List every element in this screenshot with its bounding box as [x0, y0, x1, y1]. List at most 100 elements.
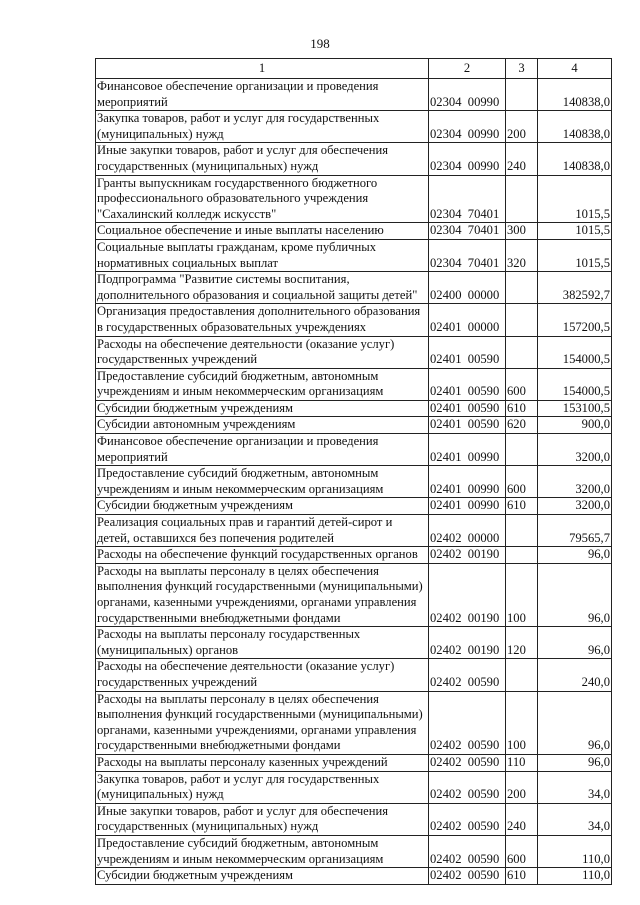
table-row: Расходы на выплаты персоналу в целях обе…	[95, 690, 612, 755]
target-article-code: 02401 00990	[428, 433, 506, 467]
amount: 3200,0	[537, 465, 612, 499]
table-row: Социальные выплаты гражданам, кроме публ…	[95, 238, 612, 273]
expense-type-code: 240	[505, 142, 538, 176]
row-name: Организация предоставления дополнительно…	[95, 303, 429, 337]
expense-type-code: 300	[505, 222, 538, 240]
expense-type-code: 610	[505, 399, 538, 418]
header-col-3: 3	[505, 58, 538, 79]
expense-type-code: 100	[505, 562, 538, 628]
target-article-code: 02304 70401	[428, 222, 506, 240]
row-name: Иные закупки товаров, работ и услуг для …	[95, 142, 429, 176]
row-name: Расходы на выплаты персоналу государстве…	[95, 626, 429, 660]
expense-type-code: 600	[505, 834, 538, 869]
budget-table: 1 2 3 4 Финансовое обеспечение организац…	[95, 58, 612, 885]
target-article-code: 02402 00190	[428, 626, 506, 660]
amount: 157200,5	[537, 303, 612, 337]
target-article-code: 02402 00590	[428, 834, 506, 869]
row-name: Социальные выплаты гражданам, кроме публ…	[95, 238, 429, 273]
expense-type-code: 200	[505, 770, 538, 804]
target-article-code: 02304 00990	[428, 110, 506, 144]
table-row: Расходы на обеспечение деятельности (ока…	[95, 658, 612, 692]
header-col-1: 1	[95, 58, 429, 79]
expense-type-code: 600	[505, 465, 538, 499]
row-name: Социальное обеспечение и иные выплаты на…	[95, 222, 429, 240]
target-article-code: 02304 70401	[428, 238, 506, 273]
table-row: Социальное обеспечение и иные выплаты на…	[95, 222, 612, 240]
amount: 1015,5	[537, 222, 612, 240]
table-row: Предоставление субсидий бюджетным, автон…	[95, 465, 612, 499]
target-article-code: 02304 00990	[428, 77, 506, 112]
table-row: Организация предоставления дополнительно…	[95, 303, 612, 337]
table-row: Закупка товаров, работ и услуг для госуд…	[95, 110, 612, 144]
amount: 154000,5	[537, 335, 612, 369]
amount: 140838,0	[537, 142, 612, 176]
table-row: Подпрограмма "Развитие системы воспитани…	[95, 271, 612, 305]
expense-type-code	[505, 303, 538, 337]
target-article-code: 02401 00590	[428, 399, 506, 418]
table-row: Расходы на выплаты персоналу государстве…	[95, 626, 612, 660]
amount: 96,0	[537, 626, 612, 660]
row-name: Иные закупки товаров, работ и услуг для …	[95, 802, 429, 836]
expense-type-code	[505, 174, 538, 224]
row-name: Закупка товаров, работ и услуг для госуд…	[95, 770, 429, 804]
table-row: Финансовое обеспечение организации и про…	[95, 77, 612, 112]
expense-type-code	[505, 514, 538, 548]
target-article-code: 02402 00590	[428, 658, 506, 692]
target-article-code: 02401 00990	[428, 465, 506, 499]
row-name: Реализация социальных прав и гарантий де…	[95, 514, 429, 548]
amount: 96,0	[537, 753, 612, 772]
table-row: Закупка товаров, работ и услуг для госуд…	[95, 770, 612, 804]
table-row: Субсидии бюджетным учреждениям 02401 0099…	[95, 497, 612, 516]
expense-type-code	[505, 271, 538, 305]
amount: 96,0	[537, 562, 612, 628]
expense-type-code: 600	[505, 367, 538, 401]
row-name: Расходы на обеспечение деятельности (ока…	[95, 658, 429, 692]
amount: 900,0	[537, 416, 612, 435]
row-name: Расходы на обеспечение деятельности (ока…	[95, 335, 429, 369]
amount: 140838,0	[537, 77, 612, 112]
expense-type-code	[505, 77, 538, 112]
row-name: Субсидии бюджетным учреждениям	[95, 867, 429, 885]
table-row: Расходы на обеспечение функций государст…	[95, 546, 612, 564]
target-article-code: 02401 00590	[428, 416, 506, 435]
target-article-code: 02402 00190	[428, 562, 506, 628]
page-number: 198	[310, 36, 330, 51]
expense-type-code: 620	[505, 416, 538, 435]
table-row: Субсидии бюджетным учреждениям 02402 0059…	[95, 867, 612, 885]
target-article-code: 02402 00190	[428, 546, 506, 564]
row-name: Расходы на выплаты персоналу казенных уч…	[95, 753, 429, 772]
amount: 96,0	[537, 546, 612, 564]
expense-type-code: 610	[505, 497, 538, 516]
amount: 140838,0	[537, 110, 612, 144]
expense-type-code: 320	[505, 238, 538, 273]
amount: 110,0	[537, 834, 612, 869]
target-article-code: 02401 00590	[428, 335, 506, 369]
row-name: Расходы на обеспечение функций государст…	[95, 546, 429, 564]
expense-type-code	[505, 546, 538, 564]
row-name: Субсидии бюджетным учреждениям	[95, 497, 429, 516]
amount: 34,0	[537, 770, 612, 804]
target-article-code: 02401 00990	[428, 497, 506, 516]
table-row: Расходы на выплаты персоналу в целях обе…	[95, 562, 612, 628]
expense-type-code: 100	[505, 690, 538, 755]
table-row: Иные закупки товаров, работ и услуг для …	[95, 802, 612, 836]
amount: 153100,5	[537, 399, 612, 418]
row-name: Финансовое обеспечение организации и про…	[95, 77, 429, 112]
expense-type-code: 200	[505, 110, 538, 144]
row-name: Закупка товаров, работ и услуг для госуд…	[95, 110, 429, 144]
expense-type-code: 610	[505, 867, 538, 885]
table-row: Финансовое обеспечение организации и про…	[95, 433, 612, 467]
table-row: Предоставление субсидий бюджетным, автон…	[95, 367, 612, 401]
table-row: Предоставление субсидий бюджетным, автон…	[95, 834, 612, 869]
target-article-code: 02304 00990	[428, 142, 506, 176]
amount: 1015,5	[537, 238, 612, 273]
amount: 3200,0	[537, 497, 612, 516]
row-name: Субсидии бюджетным учреждениям	[95, 399, 429, 418]
target-article-code: 02304 70401	[428, 174, 506, 224]
amount: 240,0	[537, 658, 612, 692]
expense-type-code	[505, 658, 538, 692]
row-name: Финансовое обеспечение организации и про…	[95, 433, 429, 467]
row-name: Предоставление субсидий бюджетным, автон…	[95, 465, 429, 499]
row-name: Расходы на выплаты персоналу в целях обе…	[95, 562, 429, 628]
target-article-code: 02400 00000	[428, 271, 506, 305]
